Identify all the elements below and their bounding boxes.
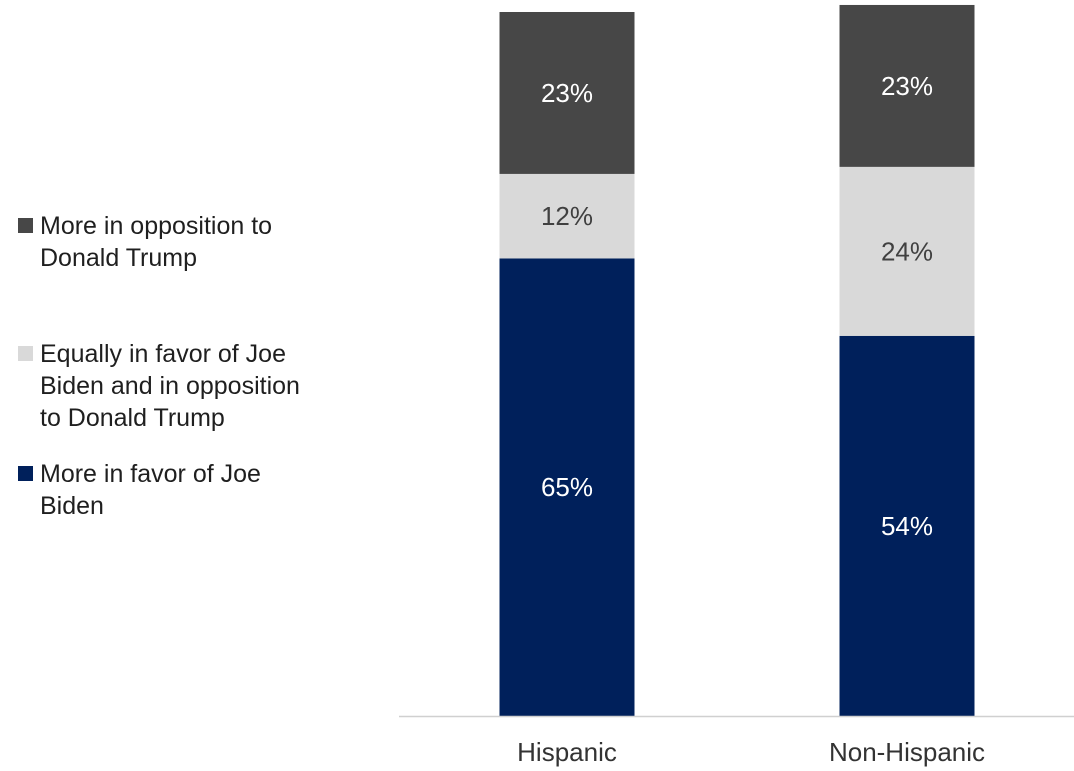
bar-segment-non-hispanic-0 xyxy=(839,335,975,716)
bar-segment-hispanic-2 xyxy=(499,12,635,174)
legend-swatch-equally xyxy=(18,346,33,361)
legend-item-favor-biden: More in favor of Joe Biden xyxy=(18,458,261,522)
data-label-hispanic-0: 65% xyxy=(541,472,593,502)
bar-segment-non-hispanic-2 xyxy=(839,4,975,167)
x-tick-label-hispanic: Hispanic xyxy=(517,737,617,767)
legend-item-equally: Equally in favor of Joe Biden and in opp… xyxy=(18,338,300,434)
data-label-hispanic-2: 23% xyxy=(541,78,593,108)
data-label-non-hispanic-2: 23% xyxy=(881,71,933,101)
data-label-non-hispanic-0: 54% xyxy=(881,511,933,541)
legend-label-favor-biden: More in favor of Joe Biden xyxy=(40,460,261,520)
data-label-non-hispanic-1: 24% xyxy=(881,236,933,266)
bar-segment-hispanic-0 xyxy=(499,258,635,716)
legend-label-opposition-trump: More in opposition to Donald Trump xyxy=(40,212,273,272)
legend-label-equally: Equally in favor of Joe Biden and in opp… xyxy=(40,340,300,432)
legend-item-opposition-trump: More in opposition to Donald Trump xyxy=(18,210,272,274)
bar-segment-hispanic-1 xyxy=(499,173,635,259)
legend-swatch-opposition-trump xyxy=(18,218,33,233)
legend-swatch-favor-biden xyxy=(18,466,33,481)
bar-segment-non-hispanic-1 xyxy=(839,166,975,336)
x-tick-label-non-hispanic: Non-Hispanic xyxy=(829,737,985,767)
data-label-hispanic-1: 12% xyxy=(541,201,593,231)
